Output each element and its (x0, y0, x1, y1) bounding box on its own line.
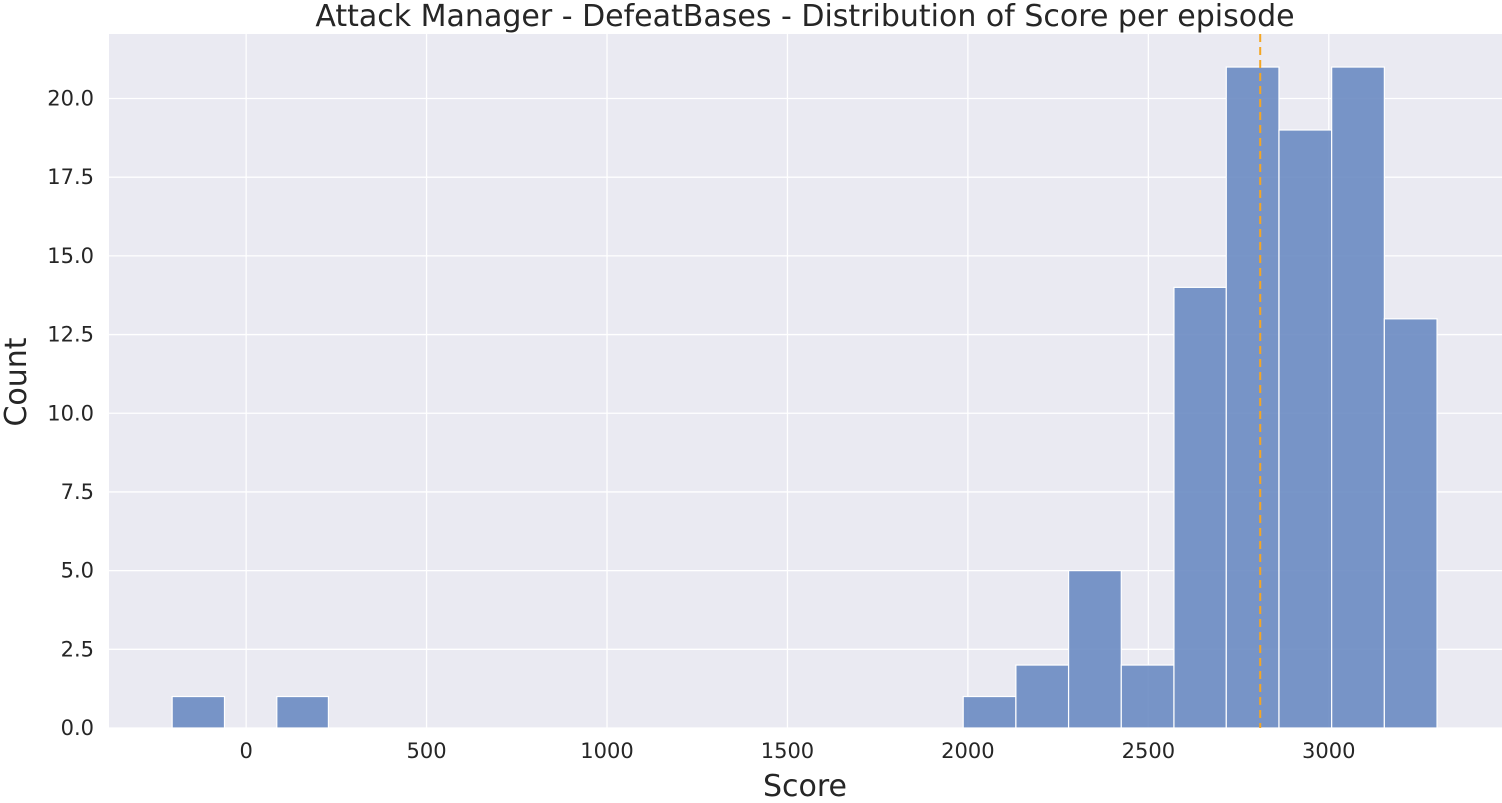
y-tick-label: 2.5 (61, 637, 94, 661)
y-tick-label: 20.0 (47, 87, 94, 111)
histogram-bar (1015, 664, 1070, 729)
y-axis-ticks: 0.0 2.5 5.0 7.5 10.0 12.5 15.0 17.5 20.0 (47, 87, 94, 740)
x-tick-label: 2000 (941, 739, 994, 763)
histogram-bar (1120, 664, 1175, 729)
x-tick-label: 0 (239, 739, 252, 763)
histogram-bar (1383, 318, 1438, 729)
histogram-bar (276, 695, 330, 729)
histogram-bar (171, 695, 226, 729)
x-tick-label: 3000 (1302, 739, 1355, 763)
x-axis-ticks: 0 500 1000 1500 2000 2500 3000 (239, 739, 1355, 763)
histogram-bars (171, 66, 1438, 729)
x-tick-label: 2500 (1122, 739, 1175, 763)
chart-title: Attack Manager - DefeatBases - Distribut… (315, 0, 1294, 34)
y-tick-label: 7.5 (61, 480, 94, 504)
histogram-bar (1067, 570, 1122, 729)
y-tick-label: 5.0 (61, 559, 94, 583)
y-tick-label: 15.0 (47, 244, 94, 268)
x-tick-label: 1500 (761, 739, 814, 763)
y-tick-label: 10.0 (47, 401, 94, 425)
y-axis-label: Count (0, 337, 34, 426)
y-tick-label: 12.5 (47, 323, 94, 347)
y-tick-label: 0.0 (61, 716, 94, 740)
histogram-bar (962, 695, 1017, 729)
x-tick-label: 500 (407, 739, 447, 763)
histogram-bar (1331, 66, 1385, 729)
histogram-bar (1225, 66, 1280, 729)
y-tick-label: 17.5 (47, 165, 94, 189)
x-tick-label: 1000 (580, 739, 633, 763)
histogram-bar (1278, 129, 1333, 729)
x-axis-label: Score (763, 769, 847, 803)
histogram-bar (1173, 286, 1227, 729)
